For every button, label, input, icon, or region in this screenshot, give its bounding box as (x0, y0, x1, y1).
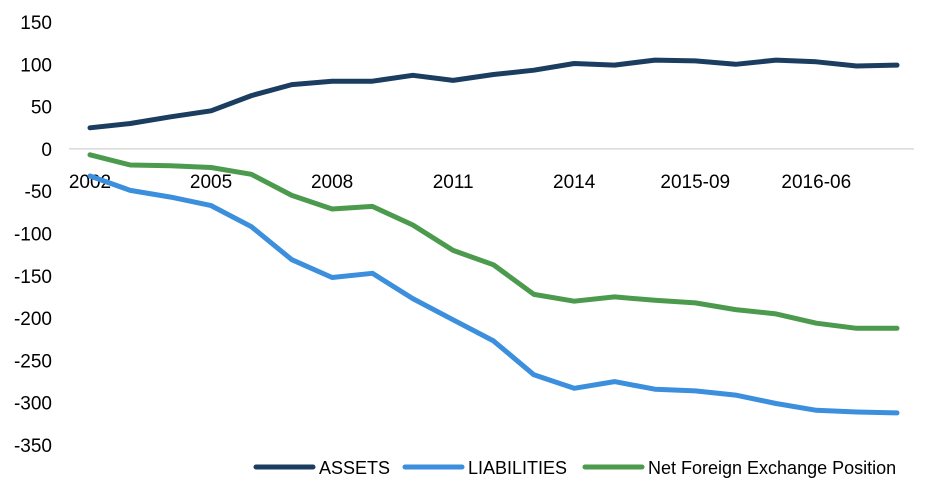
series-line-assets (87, 57, 900, 131)
y-tick-label: -300 (14, 394, 52, 415)
y-tick-label: -250 (14, 351, 52, 372)
y-tick-label: 150 (20, 13, 52, 34)
x-tick-label: 2016-06 (781, 172, 851, 193)
x-tick-label: 2015-09 (660, 172, 730, 193)
series-line-net-foreign-exchange-position (87, 152, 900, 331)
legend-label: LIABILITIES (468, 458, 567, 478)
x-tick-label: 2011 (433, 172, 474, 193)
y-tick-label: 0 (41, 140, 52, 161)
y-tick-label: -150 (14, 267, 52, 288)
x-tick-label: 2008 (311, 172, 353, 193)
x-axis: 2002 2005 2008 2011 2014 2015-09 2016-06 (69, 172, 851, 193)
y-axis: 150 100 50 0 -50 -100 -150 -200 -250 -300 -350 (14, 13, 52, 457)
y-tick-label: 50 (31, 98, 52, 119)
y-tick-label: -350 (14, 436, 52, 457)
y-tick-label: -50 (25, 182, 52, 203)
y-tick-label: -100 (14, 225, 52, 246)
x-tick-label: 2014 (553, 172, 596, 193)
series-line-liabilities (87, 173, 900, 416)
legend: ASSETS LIABILITIES Net Foreign Exchange Po… (253, 458, 896, 478)
series-lines (87, 57, 900, 416)
legend-label: Net Foreign Exchange Position (648, 458, 896, 478)
x-tick-label: 2005 (190, 172, 232, 193)
y-tick-label: 100 (20, 55, 52, 76)
y-tick-label: -200 (14, 309, 52, 330)
legend-label: ASSETS (319, 458, 390, 478)
